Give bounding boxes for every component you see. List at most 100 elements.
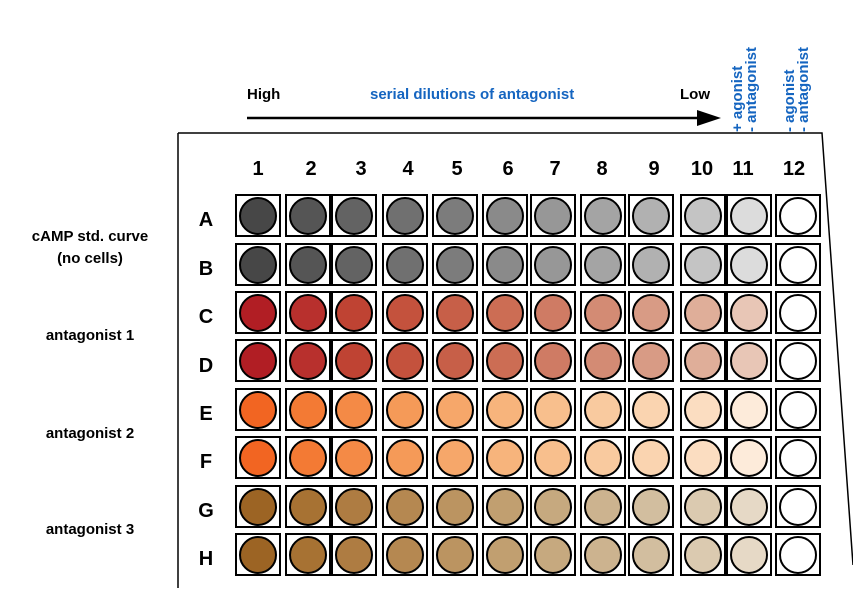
- well-G7: [534, 487, 572, 526]
- well-E8: [584, 390, 622, 429]
- column-label-9: 9: [648, 158, 660, 180]
- well-C6: [486, 293, 524, 332]
- well-G1: [239, 487, 277, 526]
- row-label-A: A: [198, 209, 214, 231]
- camp-curve-line1: cAMP std. curve: [31, 228, 149, 245]
- well-E10: [684, 390, 722, 429]
- well-cell-E4: [382, 388, 428, 431]
- well-cell-G10: [680, 485, 726, 528]
- well-cell-B4: [382, 243, 428, 286]
- well-C4: [386, 293, 424, 332]
- well-F11: [730, 438, 768, 477]
- well-cell-A7: [530, 194, 576, 237]
- well-cell-G3: [331, 485, 377, 528]
- well-cell-E5: [432, 388, 478, 431]
- well-E12: [779, 390, 817, 429]
- well-F8: [584, 438, 622, 477]
- well-cell-B2: [285, 243, 331, 286]
- well-A12: [779, 196, 817, 235]
- well-cell-F8: [580, 436, 626, 479]
- well-cell-A12: [775, 194, 821, 237]
- well-cell-H10: [680, 533, 726, 576]
- camp-curve-line2: (no cells): [57, 250, 123, 267]
- well-cell-C5: [432, 291, 478, 334]
- well-D7: [534, 341, 572, 380]
- well-F4: [386, 438, 424, 477]
- well-cell-H9: [628, 533, 674, 576]
- well-D12: [779, 341, 817, 380]
- well-cell-G6: [482, 485, 528, 528]
- well-cell-D8: [580, 339, 626, 382]
- well-cell-E1: [235, 388, 281, 431]
- well-B12: [779, 245, 817, 284]
- well-H11: [730, 535, 768, 574]
- well-B8: [584, 245, 622, 284]
- well-H4: [386, 535, 424, 574]
- well-C3: [335, 293, 373, 332]
- well-C7: [534, 293, 572, 332]
- well-D4: [386, 341, 424, 380]
- well-cell-C8: [580, 291, 626, 334]
- well-cell-C12: [775, 291, 821, 334]
- well-cell-A3: [331, 194, 377, 237]
- well-cell-G12: [775, 485, 821, 528]
- well-B10: [684, 245, 722, 284]
- well-B6: [486, 245, 524, 284]
- well-F3: [335, 438, 373, 477]
- well-B3: [335, 245, 373, 284]
- side-label-antagonist-1: antagonist 1: [45, 327, 135, 344]
- row-label-B: B: [198, 258, 214, 280]
- well-E2: [289, 390, 327, 429]
- well-C2: [289, 293, 327, 332]
- well-cell-F7: [530, 436, 576, 479]
- well-cell-F2: [285, 436, 331, 479]
- well-H9: [632, 535, 670, 574]
- well-D5: [436, 341, 474, 380]
- column-label-4: 4: [402, 158, 414, 180]
- well-G9: [632, 487, 670, 526]
- column-label-10: 10: [690, 158, 714, 180]
- well-cell-D10: [680, 339, 726, 382]
- well-H1: [239, 535, 277, 574]
- well-cell-C4: [382, 291, 428, 334]
- well-cell-D6: [482, 339, 528, 382]
- well-cell-C9: [628, 291, 674, 334]
- well-cell-D12: [775, 339, 821, 382]
- well-cell-E9: [628, 388, 674, 431]
- well-D1: [239, 341, 277, 380]
- row-label-E: E: [199, 403, 213, 425]
- column-label-1: 1: [252, 158, 264, 180]
- column-label-6: 6: [502, 158, 514, 180]
- well-cell-H12: [775, 533, 821, 576]
- well-C10: [684, 293, 722, 332]
- well-cell-B1: [235, 243, 281, 286]
- well-cell-B6: [482, 243, 528, 286]
- well-cell-C2: [285, 291, 331, 334]
- well-cell-C10: [680, 291, 726, 334]
- well-cell-G11: [726, 485, 772, 528]
- well-cell-E8: [580, 388, 626, 431]
- column-label-12: 12: [782, 158, 806, 180]
- well-G3: [335, 487, 373, 526]
- well-C9: [632, 293, 670, 332]
- well-cell-H2: [285, 533, 331, 576]
- well-cell-D5: [432, 339, 478, 382]
- well-cell-A11: [726, 194, 772, 237]
- well-F5: [436, 438, 474, 477]
- well-F7: [534, 438, 572, 477]
- column-label-8: 8: [596, 158, 608, 180]
- well-E4: [386, 390, 424, 429]
- well-cell-B5: [432, 243, 478, 286]
- well-E7: [534, 390, 572, 429]
- well-D8: [584, 341, 622, 380]
- well-A1: [239, 196, 277, 235]
- well-cell-A5: [432, 194, 478, 237]
- well-cell-D9: [628, 339, 674, 382]
- well-cell-G5: [432, 485, 478, 528]
- high-label: High: [247, 86, 281, 103]
- well-G12: [779, 487, 817, 526]
- well-B11: [730, 245, 768, 284]
- well-F10: [684, 438, 722, 477]
